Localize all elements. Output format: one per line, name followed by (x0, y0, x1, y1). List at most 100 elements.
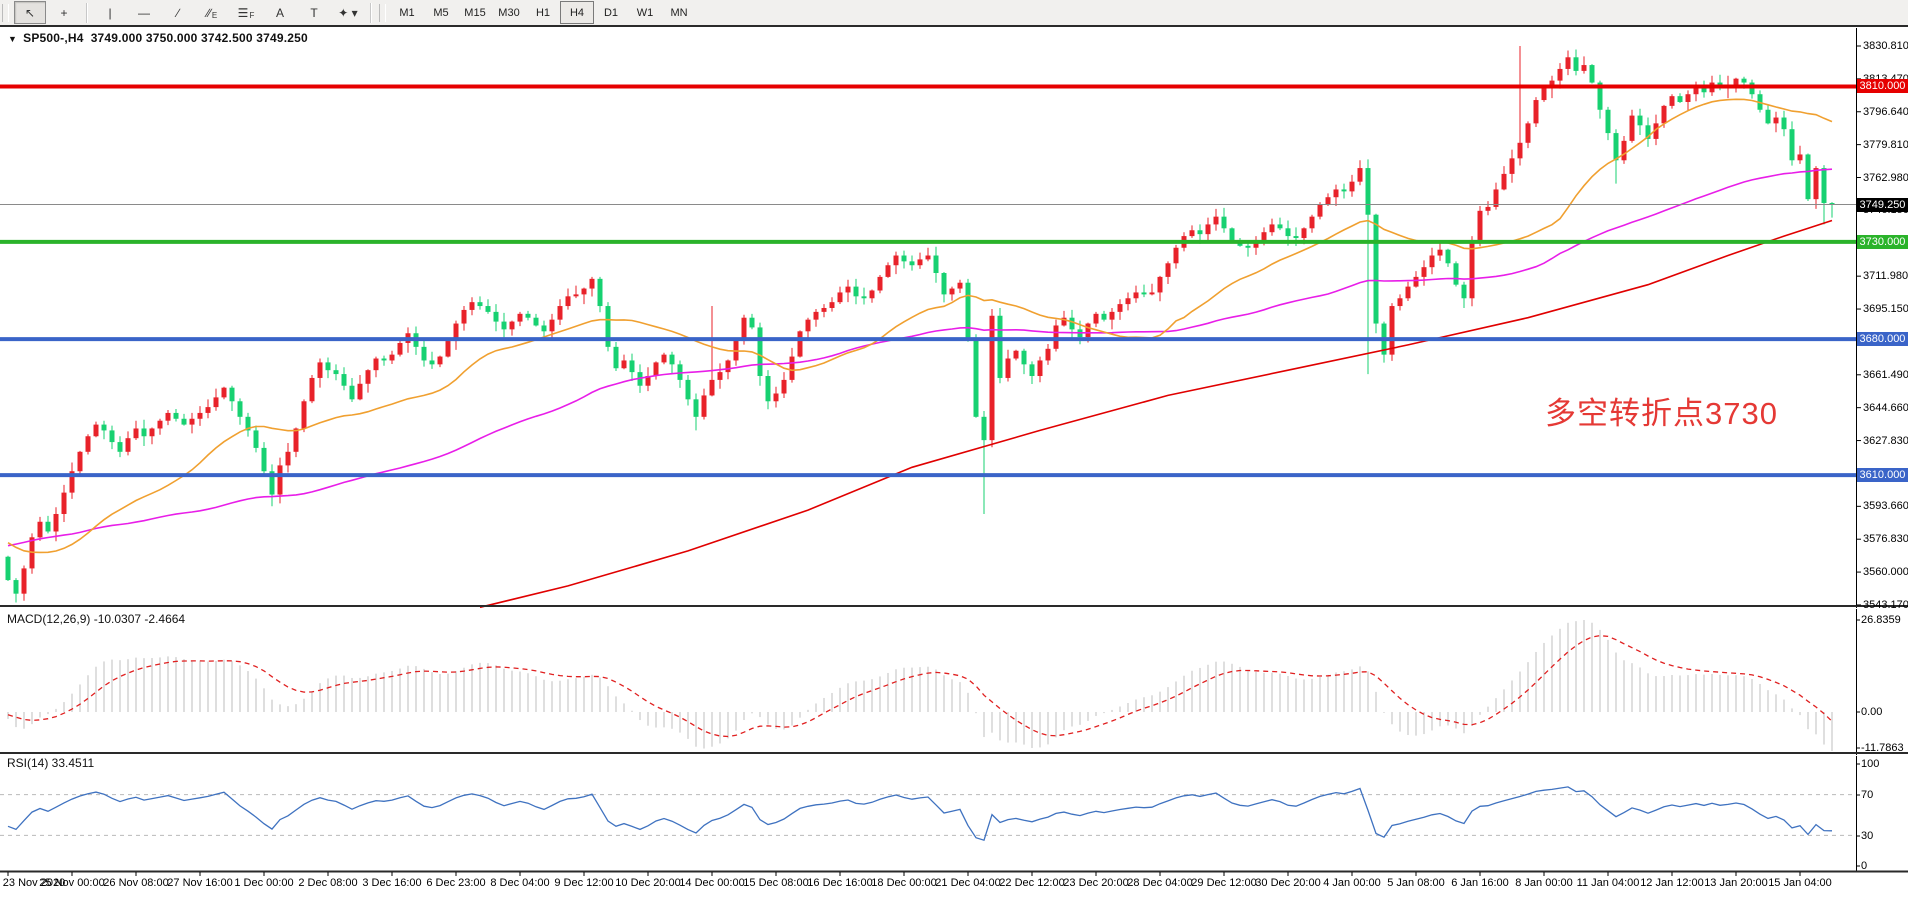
time-tick-label: 4 Jan 00:00 (1323, 877, 1381, 889)
text-tool-button[interactable]: A (264, 1, 296, 24)
cursor-tool-button[interactable]: ↖ (14, 1, 46, 24)
candle-body (485, 306, 491, 312)
candle-body (1133, 292, 1139, 299)
candle-body (221, 387, 227, 398)
candle-body (1629, 115, 1635, 141)
candle-body (365, 370, 371, 384)
text-label-tool-button[interactable]: T (298, 1, 330, 24)
time-tick-label: 28 Dec 04:00 (1127, 877, 1193, 889)
time-tick-label: 21 Dec 04:00 (935, 877, 1001, 889)
candle-body (1533, 100, 1539, 124)
timeframe-button-d1[interactable]: D1 (603, 6, 619, 19)
text-label-icon: T (310, 5, 318, 20)
time-tick-label: 9 Dec 12:00 (554, 877, 614, 889)
candle-body (1669, 96, 1675, 106)
timeframe-button-w1[interactable]: W1 (636, 6, 654, 19)
timeframe-button-m5[interactable]: M5 (433, 6, 449, 19)
time-tick-label: 23 Dec 20:00 (1063, 877, 1129, 889)
candle-body (1733, 78, 1739, 85)
chart-dropdown-icon[interactable]: ▼ (8, 34, 18, 44)
candle-body (845, 286, 851, 293)
candle-body (1813, 168, 1819, 200)
candle-body (1037, 360, 1043, 377)
candle-body (901, 255, 907, 262)
price-tick-label: 3695.150 (1863, 303, 1908, 316)
price-tick-label: 3796.640 (1863, 105, 1908, 118)
time-tick-label: 8 Dec 04:00 (490, 877, 550, 889)
candle-body (589, 278, 595, 289)
candle-body (781, 379, 787, 394)
candle-body (165, 412, 171, 421)
toolbar-grip[interactable] (2, 3, 9, 22)
fibonacci-tool-button[interactable]: ☰ F (230, 1, 262, 24)
candle-body (629, 360, 635, 373)
candle-body (117, 442, 123, 452)
candle-body (1389, 306, 1395, 355)
timeframe-button-m15[interactable]: M15 (464, 6, 486, 19)
timeframe-button-m30[interactable]: M30 (498, 6, 520, 19)
timeframe-button-m1[interactable]: M1 (399, 6, 415, 19)
candle-body (397, 342, 403, 355)
candle-body (389, 354, 395, 361)
candle-body (765, 376, 771, 402)
candle-body (701, 395, 707, 417)
candle-body (261, 447, 267, 472)
chart-title: ▼ SP500-,H4 3749.000 3750.000 3742.500 37… (8, 31, 308, 45)
candle-body (109, 430, 115, 443)
equidistant-channel-tool-button[interactable]: ∕∕ E (196, 1, 228, 24)
candle-body (949, 288, 955, 295)
candle-body (1357, 168, 1363, 182)
candle-body (1573, 57, 1579, 71)
candle-body (277, 465, 283, 495)
candle-body (13, 580, 19, 594)
macd-indicator-label: MACD(12,26,9) -10.0307 -2.4664 (7, 612, 186, 626)
horizontal-line-tool-button[interactable]: — (128, 1, 160, 24)
equidistant-channel-icon-sub: E (211, 10, 218, 20)
candle-body (1021, 350, 1027, 365)
candle-body (429, 360, 435, 365)
candle-body (813, 311, 819, 320)
candle-body (93, 424, 99, 437)
timeframe-button-h1[interactable]: H1 (535, 6, 551, 19)
candle-body (53, 513, 59, 532)
candle-body (821, 307, 827, 312)
candle-body (1797, 154, 1803, 161)
candle-body (333, 370, 339, 375)
candle-body (1765, 109, 1771, 124)
trendline-tool-button[interactable]: ∕ (162, 1, 194, 24)
cursor-icon: ↖ (24, 5, 36, 20)
candle-body (1645, 125, 1651, 139)
candle-body (853, 286, 859, 297)
candle-body (1341, 189, 1347, 192)
price-tick-label: 3644.660 (1863, 401, 1908, 414)
frame-layer (0, 28, 1908, 876)
candle-body (1173, 247, 1179, 264)
time-tick-label: 6 Dec 23:00 (426, 877, 486, 889)
timeframe-button-mn[interactable]: MN (670, 6, 688, 19)
timeframe-toolbar-grip[interactable] (379, 3, 386, 22)
candle-body (501, 321, 507, 330)
candle-body (1093, 313, 1099, 324)
candle-body (1197, 230, 1203, 235)
candle-body (141, 428, 147, 437)
crosshair-tool-button[interactable]: + (48, 1, 80, 24)
candle-body (317, 362, 323, 378)
candle-body (973, 339, 979, 417)
vertical-line-tool-button[interactable]: | (94, 1, 126, 24)
time-tick-label: 25 Nov 00:00 (39, 877, 105, 889)
candle-body (181, 418, 187, 425)
chart-text-annotation[interactable]: 多空转折点3730 (1545, 396, 1778, 431)
candle-body (1557, 68, 1563, 81)
price-level-badge: 3610.000 (1857, 468, 1908, 483)
timeframe-button-h4[interactable]: H4 (560, 1, 594, 24)
price-tick-label: 3830.810 (1863, 40, 1908, 52)
candle-body (1405, 286, 1411, 299)
candle-body (1221, 216, 1227, 229)
price-level-badge: 3680.000 (1857, 332, 1908, 347)
candle-body (149, 428, 155, 437)
equidistant-channel-icon: ∕∕ (206, 5, 211, 20)
arrows-tool-button[interactable]: ✦ ▾ (332, 1, 364, 24)
candle-body (885, 265, 891, 277)
